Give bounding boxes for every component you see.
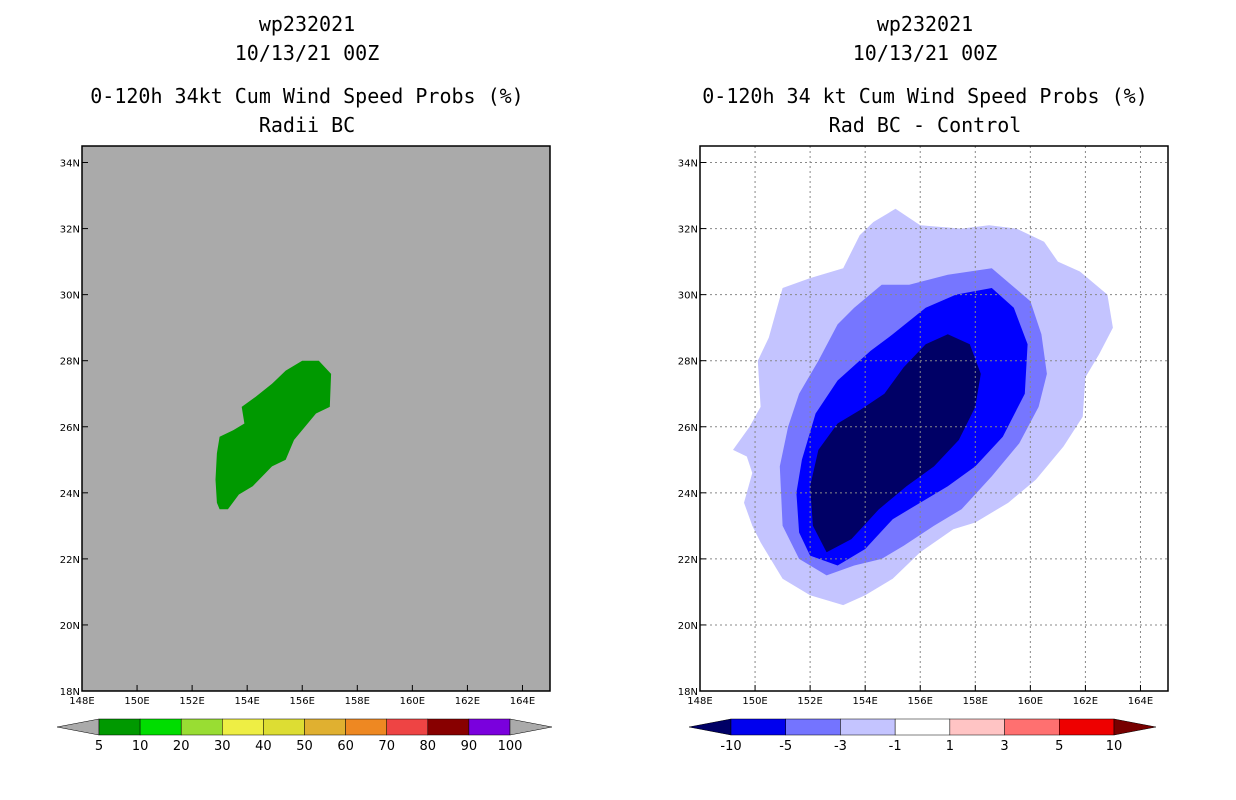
x-tick-label: 162E bbox=[1073, 696, 1098, 707]
colorbar-swatch-1 bbox=[730, 718, 786, 736]
y-tick-label: 30N bbox=[678, 291, 698, 302]
x-tick-label: 160E bbox=[1018, 696, 1043, 707]
y-tick-label: 34N bbox=[678, 159, 698, 170]
plot-frame bbox=[81, 145, 551, 692]
colorbar-swatch-7 bbox=[345, 718, 387, 736]
colorbar-label: 90 bbox=[461, 739, 478, 754]
colorbar-swatch-8 bbox=[386, 718, 429, 736]
colorbar-label: 3 bbox=[1000, 739, 1008, 754]
y-tick-label: 28N bbox=[678, 357, 698, 368]
colorbar-label: 20 bbox=[173, 739, 190, 754]
x-tick-label: 158E bbox=[345, 696, 370, 707]
title-line-2: 10/13/21 00Z bbox=[235, 41, 380, 65]
title-line-1: wp232021 bbox=[259, 12, 355, 36]
panel-rad-bc-minus-control: wp232021 10/13/21 00Z 0-120h 34 kt Cum Win… bbox=[678, 12, 1169, 754]
colorbar-label: 10 bbox=[132, 739, 149, 754]
y-tick-label: 26N bbox=[678, 423, 698, 434]
title-line-2: 10/13/21 00Z bbox=[853, 41, 998, 65]
y-tick-label: 22N bbox=[60, 555, 80, 566]
x-tick-label: 152E bbox=[797, 696, 822, 707]
x-tick-label: 156E bbox=[908, 696, 933, 707]
colorbar-label: 70 bbox=[378, 739, 395, 754]
x-tick-label: 154E bbox=[852, 696, 877, 707]
y-tick-label: 20N bbox=[678, 621, 698, 632]
colorbar-swatch-2 bbox=[139, 718, 182, 736]
plot-background bbox=[82, 146, 550, 691]
x-tick-label: 156E bbox=[290, 696, 315, 707]
colorbar-swatch-2 bbox=[785, 718, 841, 736]
title-line-3: 0-120h 34kt Cum Wind Speed Probs (%) bbox=[90, 84, 523, 108]
contour-regions bbox=[215, 360, 332, 510]
x-tick-label: 150E bbox=[124, 696, 149, 707]
gridlines bbox=[700, 146, 1168, 691]
colorbar-swatch-5 bbox=[263, 718, 305, 736]
colorbar-swatch-4 bbox=[222, 718, 264, 736]
colorbar-label: 5 bbox=[1055, 739, 1063, 754]
colorbar-label: 100 bbox=[498, 739, 523, 754]
colorbar-label: 30 bbox=[214, 739, 231, 754]
contour-diff-below-minus-10 bbox=[810, 334, 981, 553]
colorbar-over-arrow bbox=[1113, 718, 1157, 736]
colorbar-label: 5 bbox=[95, 739, 103, 754]
colorbar: -10 -5 -3 -1 1 3 5 10 bbox=[688, 718, 1157, 754]
colorbar-swatch-1 bbox=[98, 718, 141, 736]
x-tick-label: 148E bbox=[687, 696, 712, 707]
y-tick-label: 34N bbox=[60, 159, 80, 170]
colorbar-swatch-3 bbox=[180, 718, 223, 736]
x-tick-label: 154E bbox=[234, 696, 259, 707]
plot-frame bbox=[699, 145, 1169, 692]
x-tick-label: 164E bbox=[1128, 696, 1153, 707]
x-tick-label: 162E bbox=[455, 696, 480, 707]
colorbar-label: 50 bbox=[296, 739, 313, 754]
colorbar-under-arrow bbox=[688, 718, 732, 736]
title-line-4: Radii BC bbox=[259, 113, 355, 137]
colorbar-swatch-9 bbox=[427, 718, 470, 736]
y-tick-label: 22N bbox=[678, 555, 698, 566]
x-tick-label: 160E bbox=[400, 696, 425, 707]
colorbar-label: 10 bbox=[1106, 739, 1123, 754]
y-tick-label: 18N bbox=[60, 687, 80, 698]
title-line-3: 0-120h 34 kt Cum Wind Speed Probs (%) bbox=[702, 84, 1148, 108]
colorbar-swatch-6 bbox=[304, 718, 346, 736]
colorbar-swatch-6 bbox=[1004, 718, 1060, 736]
colorbar-label: 80 bbox=[420, 739, 437, 754]
y-tick-label: 24N bbox=[678, 489, 698, 500]
y-tick-label: 18N bbox=[678, 687, 698, 698]
y-tick-label: 28N bbox=[60, 357, 80, 368]
colorbar: 5 10 20 30 40 50 60 70 80 90 100 bbox=[56, 718, 553, 754]
colorbar-label: -1 bbox=[889, 739, 902, 754]
colorbar-label: 1 bbox=[946, 739, 954, 754]
x-tick-label: 152E bbox=[179, 696, 204, 707]
colorbar-label: 40 bbox=[255, 739, 272, 754]
colorbar-swatch-7 bbox=[1059, 718, 1115, 736]
colorbar-swatch-4 bbox=[894, 718, 951, 736]
contour-prob-5-10 bbox=[215, 360, 332, 510]
colorbar-swatch-3 bbox=[840, 718, 896, 736]
colorbar-label: -3 bbox=[834, 739, 847, 754]
colorbar-over-arrow bbox=[509, 718, 553, 736]
colorbar-under-arrow bbox=[56, 718, 100, 736]
y-tick-label: 24N bbox=[60, 489, 80, 500]
x-tick-label: 164E bbox=[510, 696, 535, 707]
x-tick-label: 150E bbox=[742, 696, 767, 707]
y-tick-label: 20N bbox=[60, 621, 80, 632]
colorbar-swatch-10 bbox=[468, 718, 511, 736]
colorbar-label: -5 bbox=[779, 739, 792, 754]
x-tick-label: 148E bbox=[69, 696, 94, 707]
y-tick-label: 26N bbox=[60, 423, 80, 434]
colorbar-swatch-5 bbox=[949, 718, 1005, 736]
x-tick-label: 158E bbox=[963, 696, 988, 707]
colorbar-label: 60 bbox=[337, 739, 354, 754]
y-tick-label: 32N bbox=[678, 225, 698, 236]
title-line-4: Rad BC - Control bbox=[829, 113, 1022, 137]
panel-radii-bc: wp232021 10/13/21 00Z 0-120h 34kt Cum Wind… bbox=[56, 12, 553, 754]
y-tick-label: 32N bbox=[60, 225, 80, 236]
colorbar-label: -10 bbox=[720, 739, 741, 754]
title-line-1: wp232021 bbox=[877, 12, 973, 36]
y-tick-label: 30N bbox=[60, 291, 80, 302]
